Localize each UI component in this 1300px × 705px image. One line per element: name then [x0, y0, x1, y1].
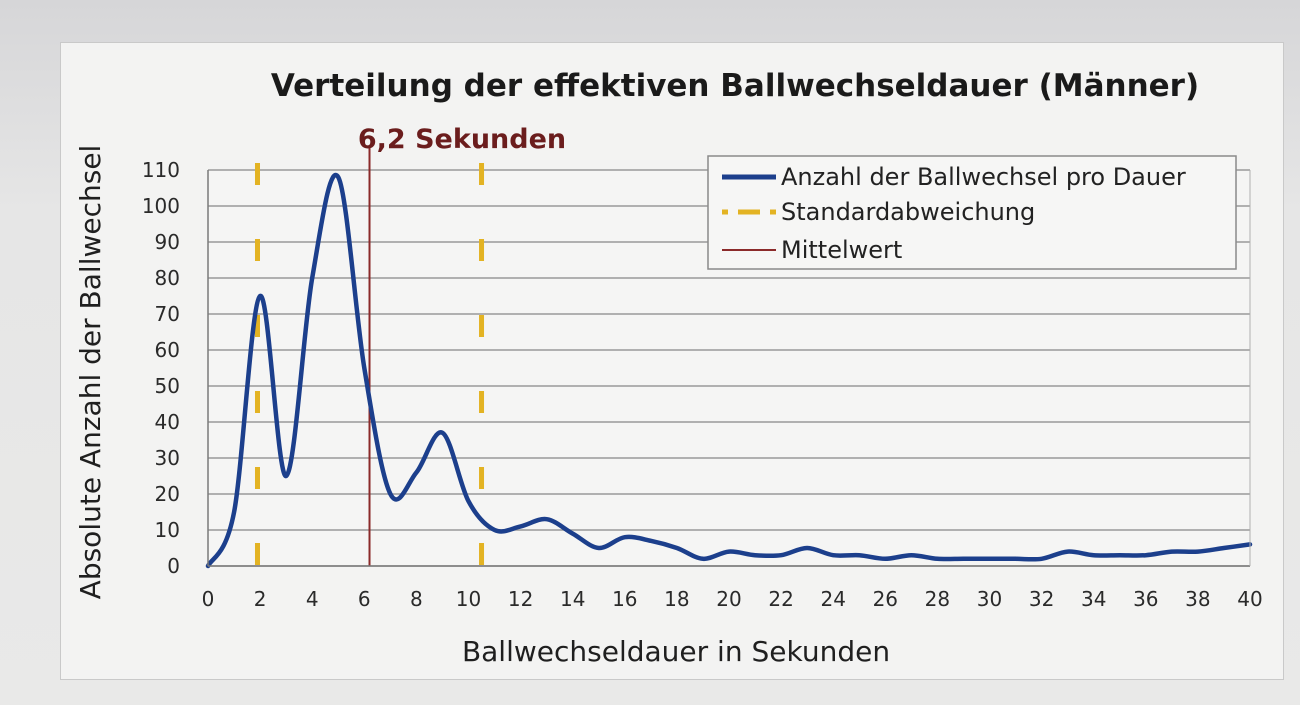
x-tick-label: 24 — [820, 587, 845, 611]
y-tick-label: 60 — [155, 338, 180, 362]
legend-label-series: Anzahl der Ballwechsel pro Dauer — [781, 163, 1186, 191]
x-tick-label: 10 — [456, 587, 481, 611]
x-tick-label: 30 — [977, 587, 1002, 611]
x-tick-label: 8 — [410, 587, 423, 611]
y-tick-label: 110 — [142, 158, 180, 182]
y-axis-title: Absolute Anzahl der Ballwechsel — [74, 145, 107, 600]
y-tick-label: 30 — [155, 446, 180, 470]
x-tick-label: 40 — [1237, 587, 1262, 611]
x-tick-label: 28 — [925, 587, 950, 611]
x-axis-title: Ballwechseldauer in Sekunden — [462, 635, 890, 668]
x-tick-label: 4 — [306, 587, 319, 611]
x-tick-label: 36 — [1133, 587, 1158, 611]
x-tick-label: 20 — [716, 587, 741, 611]
x-tick-label: 18 — [664, 587, 689, 611]
x-tick-label: 14 — [560, 587, 585, 611]
y-tick-label: 10 — [155, 518, 180, 542]
x-tick-label: 6 — [358, 587, 371, 611]
reference-lines — [254, 148, 485, 566]
x-tick-label: 38 — [1185, 587, 1210, 611]
y-tick-label: 0 — [167, 554, 180, 578]
x-tick-label: 12 — [508, 587, 533, 611]
y-tick-label: 70 — [155, 302, 180, 326]
y-tick-label: 50 — [155, 374, 180, 398]
x-tick-label: 32 — [1029, 587, 1054, 611]
y-tick-label: 40 — [155, 410, 180, 434]
y-tick-label: 90 — [155, 230, 180, 254]
x-tick-label: 2 — [254, 587, 267, 611]
x-tick-label: 22 — [768, 587, 793, 611]
legend-label-mean: Mittelwert — [781, 236, 902, 264]
legend: Anzahl der Ballwechsel pro Dauer Standar… — [707, 155, 1237, 270]
x-tick-label: 26 — [873, 587, 898, 611]
x-tick-label: 16 — [612, 587, 637, 611]
series-line — [205, 172, 1253, 569]
legend-box — [707, 155, 1237, 270]
chart-title: Verteilung der effektiven Ballwechseldau… — [271, 68, 1199, 104]
mean-label: 6,2 Sekunden — [358, 124, 566, 155]
series-layer — [205, 172, 1253, 569]
y-tick-label: 80 — [155, 266, 180, 290]
y-tick-label: 100 — [142, 194, 180, 218]
legend-label-std: Standardabweichung — [781, 198, 1035, 226]
x-tick-label: 34 — [1081, 587, 1106, 611]
x-tick-label: 0 — [202, 587, 215, 611]
y-tick-label: 20 — [155, 482, 180, 506]
